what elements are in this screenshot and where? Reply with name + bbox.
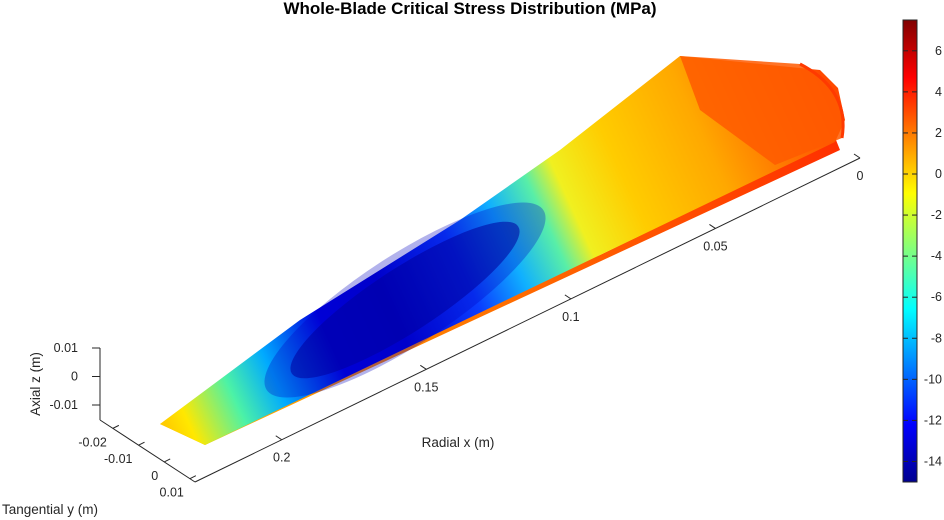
y-tick-mark [189,475,197,480]
y-axis-label: Tangential y (m) [2,502,98,517]
y-tick-label: -0.01 [104,452,133,466]
stress-minimum-region [290,221,520,379]
y-axis-line [99,419,196,483]
colorbar-tick-label: -2 [931,208,942,222]
blade-tip-cap [680,56,844,165]
chart-title: Whole-Blade Critical Stress Distribution… [283,0,656,18]
colorbar-gradient [902,19,918,483]
z-ticks: 0.01 0 -0.01 [50,341,100,412]
y-tick-mark [112,424,120,429]
colorbar-tick-label: 6 [935,44,942,58]
colorbar-tick-label: 0 [935,167,942,181]
z-tick-label: -0.01 [50,398,79,412]
colorbar: 6 4 2 0 -2 -4 -6 -8 -10 -12 -14 [902,19,942,483]
y-tick-mark [163,458,171,463]
z-tick-label: 0 [71,370,78,384]
x-tick-label: 0 [857,169,864,183]
z-tick-label: 0.01 [54,341,78,355]
colorbar-tick-label: 4 [935,85,942,99]
x-axis-line [194,157,861,483]
stress-low-region [264,202,546,398]
colorbar-tick-label: -12 [924,413,942,427]
y-tick-label: -0.02 [78,435,107,449]
x-tick-mark [275,435,283,441]
y-ticks: -0.02 -0.01 00.01 [78,424,197,500]
x-axis-label: Radial x (m) [422,435,495,450]
colorbar-ticks: 6 4 2 0 -2 -4 -6 -8 -10 -12 -14 [903,44,942,468]
x-tick-mark [564,294,572,300]
z-axis: 0.01 0 -0.01 Axial z (m) [28,341,101,420]
x-axis: 0 0.05 0.1 0.15 0.2 Radial x (m) [194,153,864,483]
x-tick-label: 0.2 [273,451,290,465]
x-tick-mark [853,153,861,159]
x-ticks: 0 0.05 0.1 0.15 0.2 [273,153,864,465]
colorbar-tick-label: 2 [935,126,942,140]
x-tick-label: 0.05 [703,239,727,253]
y-tick-label: 0.01 [160,486,184,500]
colorbar-tick-label: -14 [924,454,942,468]
z-axis-label: Axial z (m) [28,352,43,416]
y-tick-mark [138,441,145,446]
blade-surface [160,56,845,445]
colorbar-tick-label: -8 [931,331,942,345]
x-tick-mark [709,224,716,229]
y-axis: -0.02 -0.01 00.01 Tangential y (m) [2,419,197,517]
x-tick-mark [420,364,427,370]
colorbar-tick-label: -4 [931,249,942,263]
colorbar-tick-label: -10 [924,372,942,386]
colorbar-tick-label: -6 [931,290,942,304]
x-tick-label: 0.1 [562,310,579,324]
y-tick-label: 0 [151,469,158,483]
blade-tip-rim [799,62,845,139]
x-tick-label: 0.15 [414,380,438,394]
